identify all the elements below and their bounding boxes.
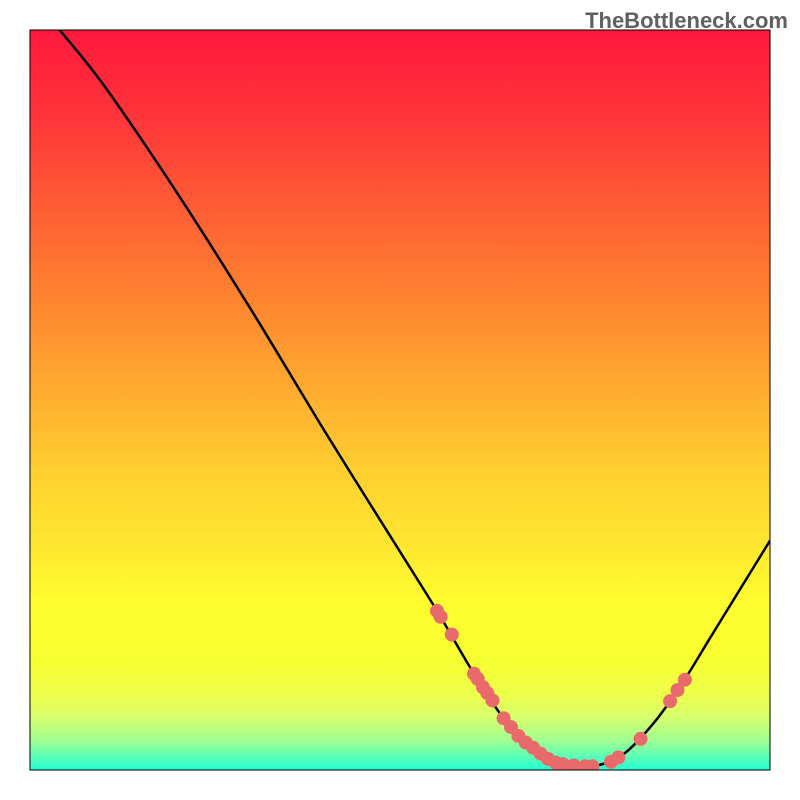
data-marker (634, 732, 648, 746)
plot-background (30, 30, 770, 770)
data-marker (486, 693, 500, 707)
data-marker (611, 750, 625, 764)
data-marker (434, 610, 448, 624)
chart-svg (0, 0, 800, 800)
data-marker (678, 673, 692, 687)
chart-container: TheBottleneck.com (0, 0, 800, 800)
data-marker (585, 759, 599, 773)
data-marker (445, 628, 459, 642)
watermark-text: TheBottleneck.com (585, 8, 788, 34)
